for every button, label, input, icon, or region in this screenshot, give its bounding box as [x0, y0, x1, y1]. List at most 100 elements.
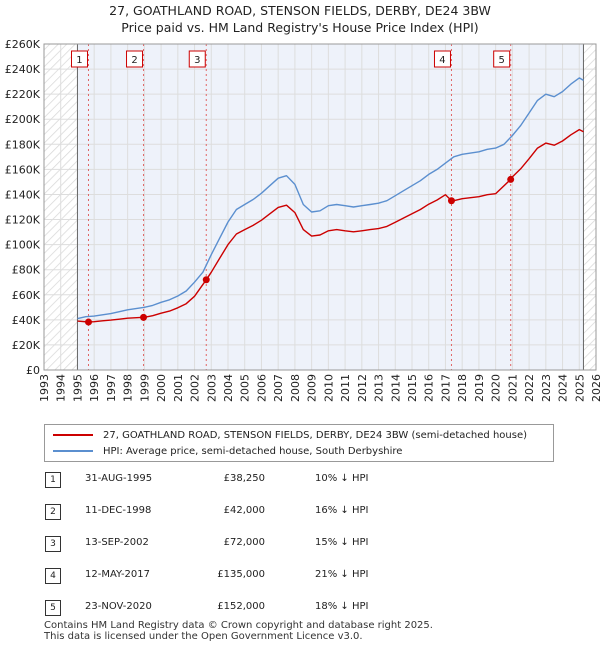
x-tick-label: 2026 [590, 374, 600, 402]
sale-marker-label: 5 [499, 55, 505, 66]
x-tick-label: 2025 [573, 374, 586, 402]
x-tick-label: 1997 [105, 374, 118, 402]
x-tick-label: 2023 [540, 374, 553, 402]
x-tick-label: 1998 [122, 374, 135, 402]
sale-date: 12-MAY-2017 [85, 569, 151, 580]
table-row: 3 13-SEP-2002 £72,000 15% ↓ HPI [40, 534, 420, 554]
sale-price: £72,000 [223, 537, 265, 548]
legend: 27, GOATHLAND ROAD, STENSON FIELDS, DERB… [44, 424, 554, 462]
x-tick-label: 1994 [55, 374, 68, 402]
sale-price: £42,000 [223, 505, 265, 516]
sale-date: 13-SEP-2002 [85, 537, 149, 548]
y-tick-label: £200K [5, 113, 41, 126]
sale-marker-box [126, 50, 144, 68]
legend-swatch-blue [53, 450, 93, 452]
y-tick-label: £160K [5, 163, 41, 176]
x-tick-label: 2008 [289, 374, 302, 402]
x-tick-label: 2012 [356, 374, 369, 402]
sale-number: 4 [45, 568, 61, 584]
sale-hpi: 21% ↓ HPI [315, 569, 369, 580]
sale-date: 23-NOV-2020 [85, 601, 152, 612]
y-tick-label: £100K [5, 239, 41, 252]
y-tick-label: £0 [26, 364, 40, 377]
sale-point [507, 175, 515, 183]
y-tick-label: £180K [5, 138, 41, 151]
x-tick-label: 2006 [255, 374, 268, 402]
price-chart: £0 £20K £40K £60K £80K £100K £120K £140K £160K £1… [5, 38, 600, 402]
series-line-property [77, 128, 584, 323]
data-range-shade [77, 44, 584, 370]
sale-hpi: 16% ↓ HPI [315, 505, 369, 516]
legend-label-blue: HPI: Average price, semi-detached house,… [103, 445, 403, 457]
x-tick-label: 2010 [322, 374, 335, 402]
y-tick-label: £80K [12, 264, 41, 277]
x-tick-label: 2004 [222, 374, 235, 402]
x-tick-label: 2016 [423, 374, 436, 402]
y-tick-label: £240K [5, 63, 41, 76]
table-row: 1 31-AUG-1995 £38,250 10% ↓ HPI [40, 470, 420, 490]
chart-title-line2: Price paid vs. HM Land Registry's House … [121, 20, 479, 35]
x-tick-label: 2009 [306, 374, 319, 402]
sale-point [84, 318, 92, 326]
y-tick-label: £260K [5, 38, 41, 51]
footer-copyright: Contains HM Land Registry data © Crown c… [44, 620, 433, 631]
sale-point [140, 313, 148, 321]
sale-marker-box [188, 50, 206, 68]
x-tick-label: 2001 [172, 374, 185, 402]
sale-marker-label: 2 [131, 55, 137, 66]
sale-number: 3 [45, 536, 61, 552]
x-tick-label: 2024 [557, 374, 570, 402]
y-tick-label: £60K [12, 289, 41, 302]
sale-marker-label: 3 [194, 55, 200, 66]
sale-marker-box [433, 50, 451, 68]
x-tick-label: 1999 [138, 374, 151, 402]
legend-item-blue: HPI: Average price, semi-detached house,… [53, 443, 402, 459]
x-tick-label: 2000 [155, 374, 168, 402]
x-tick-label: 1993 [38, 374, 51, 402]
footer-licence: This data is licensed under the Open Gov… [44, 631, 363, 642]
hatch-right [583, 44, 596, 370]
x-tick-label: 2022 [523, 374, 536, 402]
x-tick-label: 2007 [272, 374, 285, 402]
y-tick-label: £40K [12, 314, 41, 327]
y-tick-label: £140K [5, 188, 41, 201]
x-tick-label: 2013 [373, 374, 386, 402]
legend-item-red: 27, GOATHLAND ROAD, STENSON FIELDS, DERB… [53, 427, 527, 443]
sale-hpi: 10% ↓ HPI [315, 473, 369, 484]
series-line-hpi [77, 77, 584, 320]
sale-marker-label: 1 [76, 55, 82, 66]
x-tick-label: 2003 [205, 374, 218, 402]
x-tick-label: 1996 [88, 374, 101, 402]
x-tick-label: 2017 [439, 374, 452, 402]
x-tick-label: 2014 [389, 374, 402, 402]
legend-swatch-red [53, 434, 93, 436]
sale-hpi: 15% ↓ HPI [315, 537, 369, 548]
sale-number: 2 [45, 504, 61, 520]
x-tick-label: 2015 [406, 374, 419, 402]
sale-price: £38,250 [223, 473, 265, 484]
table-row: 2 11-DEC-1998 £42,000 16% ↓ HPI [40, 502, 420, 522]
sale-price: £152,000 [217, 601, 265, 612]
table-row: 5 23-NOV-2020 £152,000 18% ↓ HPI [40, 598, 420, 618]
x-tick-label: 2021 [506, 374, 519, 402]
x-tick-label: 2011 [339, 374, 352, 402]
footer: Contains HM Land Registry data © Crown c… [44, 620, 433, 642]
chart-title: 27, GOATHLAND ROAD, STENSON FIELDS, DERB… [0, 2, 600, 36]
x-tick-label: 2005 [239, 374, 252, 402]
x-tick-label: 2018 [456, 374, 469, 402]
sale-hpi: 18% ↓ HPI [315, 601, 369, 612]
sale-point [202, 276, 210, 284]
sale-number: 1 [45, 472, 61, 488]
y-tick-label: £220K [5, 88, 41, 101]
sale-price: £135,000 [217, 569, 265, 580]
plot-border [43, 43, 597, 371]
y-tick-label: £20K [12, 339, 41, 352]
x-tick-label: 2020 [490, 374, 503, 402]
x-tick-label: 1995 [71, 374, 84, 402]
sale-marker-box [493, 50, 511, 68]
x-tick-label: 2019 [473, 374, 486, 402]
table-row: 4 12-MAY-2017 £135,000 21% ↓ HPI [40, 566, 420, 586]
sale-point [447, 197, 455, 205]
sale-marker-box [70, 50, 88, 68]
legend-label-red: 27, GOATHLAND ROAD, STENSON FIELDS, DERB… [103, 429, 528, 441]
